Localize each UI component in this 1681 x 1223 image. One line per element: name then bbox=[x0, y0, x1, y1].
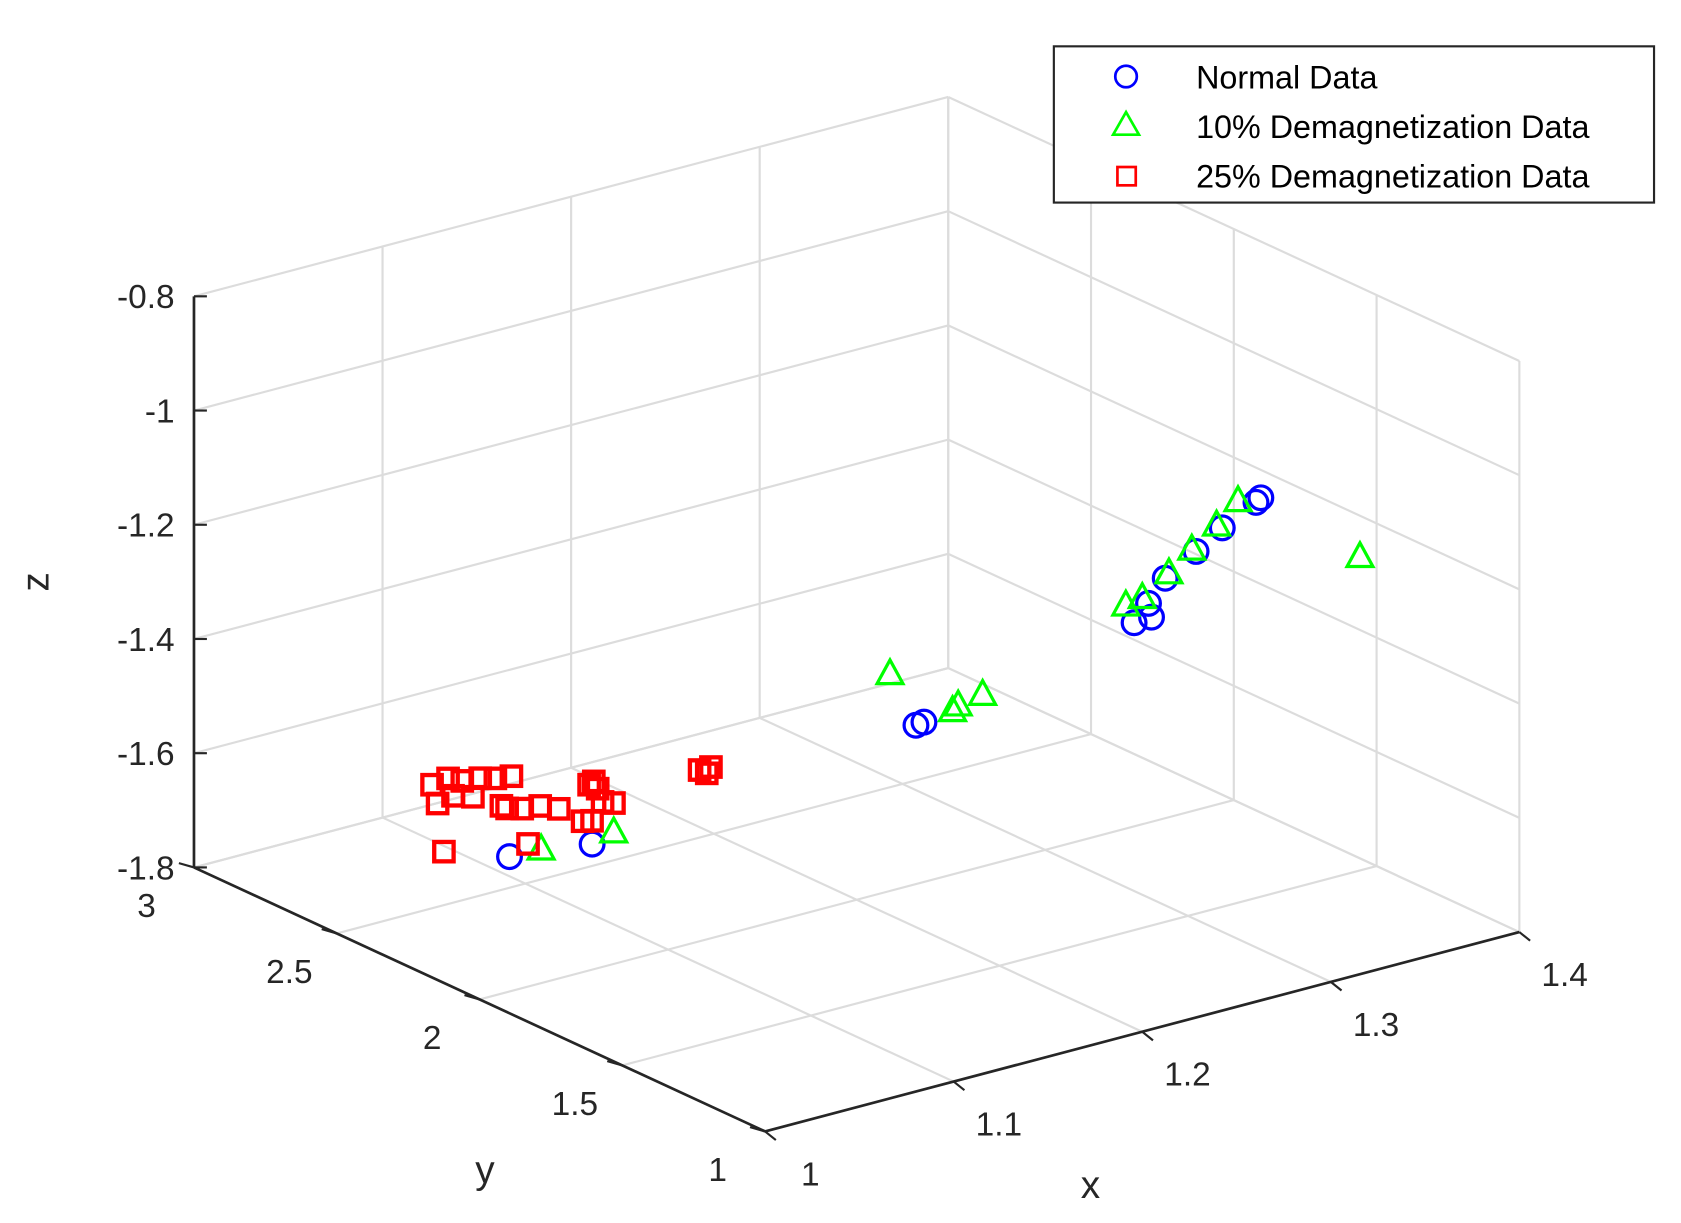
data-point-square bbox=[602, 791, 626, 815]
grid-line bbox=[193, 552, 949, 755]
y-tick-label: 1.5 bbox=[552, 1086, 598, 1123]
x-tick bbox=[1141, 1030, 1154, 1042]
z-tick-label: -1.4 bbox=[117, 622, 175, 659]
grid-line bbox=[947, 210, 1520, 477]
data-point-triangle bbox=[1200, 507, 1233, 537]
series-square bbox=[420, 755, 723, 864]
y-tick bbox=[606, 1060, 623, 1067]
data-point-triangle bbox=[966, 677, 999, 706]
data-point-square bbox=[432, 839, 456, 864]
legend-label-25pct: 25% Demagnetization Data bbox=[1196, 158, 1589, 194]
z-axis-label: z bbox=[15, 572, 58, 591]
z-tick-label: -1 bbox=[145, 393, 175, 430]
legend-label-normal: Normal Data bbox=[1196, 59, 1377, 95]
grid-line bbox=[622, 865, 1377, 1067]
z-tick-label: -1.6 bbox=[117, 736, 175, 773]
data-point-triangle bbox=[1110, 587, 1142, 617]
legend: Normal Data 10% Demagnetization Data 25%… bbox=[1052, 45, 1656, 204]
z-tick-label: -0.8 bbox=[117, 279, 175, 316]
grid-line bbox=[193, 667, 949, 869]
data-point-circle bbox=[1247, 484, 1275, 512]
grid-line bbox=[947, 324, 1520, 591]
data-point-circle bbox=[1242, 488, 1270, 516]
data-point-circle bbox=[578, 830, 606, 858]
grid-line bbox=[947, 95, 1520, 362]
data-point-square bbox=[694, 761, 719, 786]
y-tick bbox=[178, 862, 195, 869]
y-tick-label: 2 bbox=[423, 1020, 442, 1057]
grid bbox=[192, 95, 1521, 1133]
y-axis-label: y bbox=[475, 1149, 495, 1192]
data-points bbox=[420, 483, 1376, 871]
data-point-triangle bbox=[1176, 532, 1208, 561]
y-tick bbox=[749, 1126, 766, 1133]
data-point-square bbox=[516, 832, 540, 856]
x-tick bbox=[1330, 981, 1343, 992]
grid-line bbox=[479, 799, 1235, 1001]
grid-line bbox=[947, 438, 1520, 705]
data-point-circle bbox=[1135, 589, 1162, 617]
z-tick-label: -1.2 bbox=[117, 508, 175, 545]
y-tick bbox=[321, 928, 338, 935]
x-tick bbox=[764, 1130, 777, 1141]
y-tick-label: 3 bbox=[137, 888, 156, 925]
data-point-square bbox=[489, 793, 514, 818]
z-tick-label: -1.8 bbox=[117, 850, 175, 887]
data-point-triangle bbox=[874, 656, 906, 686]
data-point-square bbox=[499, 764, 524, 789]
data-point-square bbox=[699, 755, 723, 779]
x-tick bbox=[1518, 931, 1531, 942]
legend-box bbox=[1052, 45, 1656, 204]
data-point-square bbox=[495, 796, 519, 821]
tick-labels: -1.8 -1.6 -1.4 -1.2 -1 -0.8 1 1.5 2 2.5 3 1 1.1 1.2 1.… bbox=[117, 279, 1588, 1193]
grid-line bbox=[193, 324, 949, 526]
x-tick-label: 1.4 bbox=[1541, 957, 1587, 994]
series-triangle bbox=[525, 483, 1376, 861]
data-point-triangle bbox=[1126, 580, 1158, 610]
grid-line bbox=[193, 210, 949, 412]
data-point-triangle bbox=[598, 814, 630, 844]
legend-triangle-marker bbox=[1110, 109, 1142, 137]
data-point-circle bbox=[1208, 514, 1236, 542]
data-point-square bbox=[585, 776, 610, 801]
y-tick-label: 1 bbox=[708, 1152, 727, 1189]
grid-line bbox=[193, 95, 949, 298]
grid-line bbox=[336, 733, 1092, 935]
data-point-triangle bbox=[525, 831, 557, 861]
data-point-square bbox=[483, 766, 508, 791]
data-point-circle bbox=[496, 843, 523, 871]
data-point-triangle bbox=[936, 693, 969, 723]
x-tick-label: 1.2 bbox=[1164, 1057, 1210, 1094]
axes bbox=[178, 295, 1531, 1141]
legend-square-marker bbox=[1116, 165, 1138, 187]
grid-line bbox=[947, 552, 1520, 819]
data-point-circle bbox=[1138, 603, 1165, 631]
x-tick-label: 1.1 bbox=[976, 1106, 1022, 1143]
x-tick-label: 1.3 bbox=[1353, 1007, 1399, 1044]
data-point-triangle bbox=[1153, 555, 1185, 585]
data-point-square bbox=[546, 796, 571, 821]
legend-circle-marker bbox=[1113, 64, 1139, 89]
grid-line bbox=[193, 438, 949, 641]
legend-label-10pct: 10% Demagnetization Data bbox=[1196, 109, 1589, 145]
x-axis-label: x bbox=[1081, 1164, 1100, 1207]
x-tick-label: 1 bbox=[801, 1156, 820, 1193]
data-point-triangle bbox=[1344, 539, 1376, 569]
data-point-triangle bbox=[1222, 483, 1254, 513]
data-point-triangle bbox=[942, 687, 974, 717]
x-tick bbox=[952, 1080, 966, 1092]
data-point-circle bbox=[910, 708, 938, 736]
y-tick bbox=[464, 994, 480, 1001]
data-point-square bbox=[580, 808, 604, 833]
data-point-square bbox=[425, 791, 450, 816]
y-tick-label: 2.5 bbox=[266, 954, 312, 991]
data-point-circle bbox=[1120, 609, 1148, 637]
